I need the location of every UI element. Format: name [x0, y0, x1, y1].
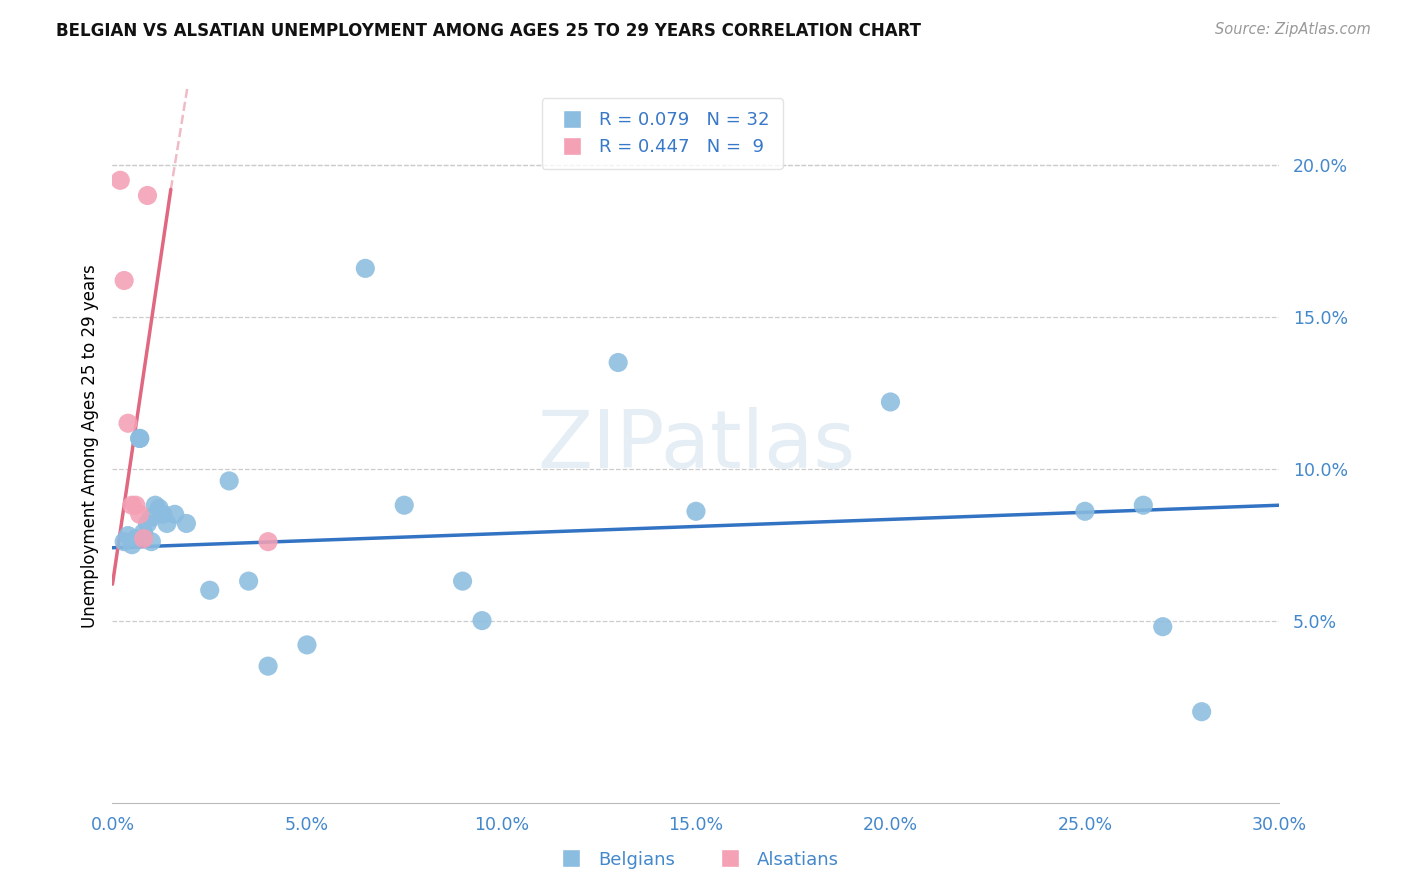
Point	[685, 504, 707, 518]
Point	[1074, 504, 1097, 518]
Point	[128, 431, 150, 445]
Point	[125, 498, 148, 512]
Point	[128, 508, 150, 522]
Point	[163, 508, 186, 522]
Point	[257, 534, 280, 549]
Point	[121, 538, 143, 552]
Point	[176, 516, 198, 531]
Point	[198, 583, 221, 598]
Point	[132, 532, 155, 546]
Point	[471, 614, 494, 628]
Point	[148, 501, 170, 516]
Point	[141, 534, 163, 549]
Point	[156, 516, 179, 531]
Point	[1152, 620, 1174, 634]
Point	[354, 261, 377, 276]
Point	[257, 659, 280, 673]
Point	[1191, 705, 1213, 719]
Point	[879, 395, 901, 409]
Point	[607, 355, 630, 369]
Point	[117, 416, 139, 430]
Point	[136, 516, 159, 531]
Point	[110, 173, 132, 187]
Text: ZIPatlas: ZIPatlas	[537, 407, 855, 485]
Text: Source: ZipAtlas.com: Source: ZipAtlas.com	[1215, 22, 1371, 37]
Point	[218, 474, 240, 488]
Point	[112, 273, 135, 287]
Point	[141, 510, 163, 524]
Point	[143, 498, 166, 512]
Point	[295, 638, 318, 652]
Point	[117, 528, 139, 542]
Point	[112, 534, 135, 549]
Point	[451, 574, 474, 588]
Point	[136, 188, 159, 202]
Point	[238, 574, 260, 588]
Point	[392, 498, 416, 512]
Point	[1132, 498, 1154, 512]
Y-axis label: Unemployment Among Ages 25 to 29 years: Unemployment Among Ages 25 to 29 years	[80, 264, 98, 628]
Point	[128, 431, 150, 445]
Text: BELGIAN VS ALSATIAN UNEMPLOYMENT AMONG AGES 25 TO 29 YEARS CORRELATION CHART: BELGIAN VS ALSATIAN UNEMPLOYMENT AMONG A…	[56, 22, 921, 40]
Point	[121, 498, 143, 512]
Point	[152, 508, 174, 522]
Point	[132, 525, 155, 540]
Legend: Belgians, Alsatians: Belgians, Alsatians	[546, 844, 846, 876]
Point	[125, 532, 148, 546]
